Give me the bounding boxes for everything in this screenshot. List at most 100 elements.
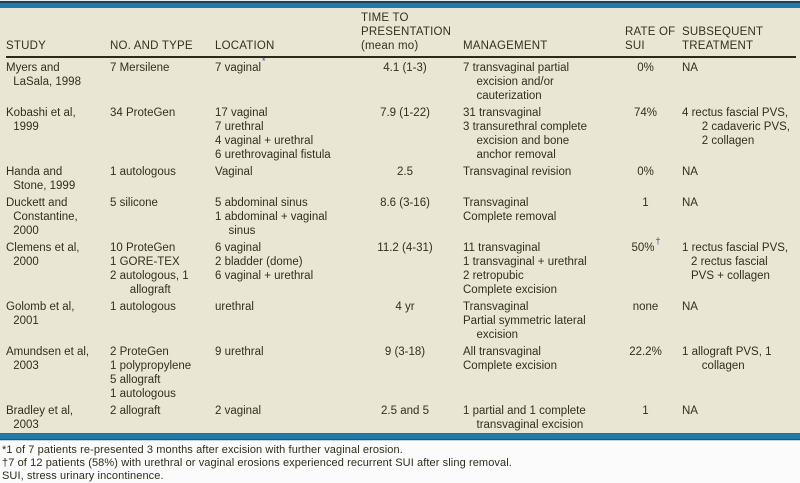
column-header-line: TREATMENT: [682, 39, 796, 53]
cell-line: 0%: [617, 165, 674, 179]
cell-subsequent: NA: [674, 165, 796, 193]
cell-time: 8.6 (3-16): [355, 196, 455, 238]
cell-line: 1 partial and 1 complete: [463, 404, 617, 418]
cell-line-text: none: [632, 301, 659, 313]
cell-line: 2 collagen: [682, 134, 796, 148]
cell-line-text: 2 ProteGen: [110, 346, 169, 358]
cell-line: 7.9 (1-22): [355, 106, 455, 120]
cell-line-text: 2 collagen: [701, 135, 755, 147]
cell-time: 11.2 (4-31): [355, 241, 455, 297]
cell-line: collagen: [682, 359, 796, 373]
cell-study: Duckett and Constantine, 2000: [6, 196, 110, 238]
cell-line: 3 transurethral complete: [463, 120, 617, 134]
cell-line: NA: [682, 165, 796, 179]
cell-study: Handa and Stone, 1999: [6, 165, 110, 193]
cell-line-text: NA: [682, 62, 698, 74]
cell-line: Complete excision: [463, 283, 617, 297]
cell-line-text: 2 bladder (dome): [215, 256, 303, 268]
cell-line-text: 2001: [13, 315, 39, 327]
cell-line: 2 retropubic: [463, 269, 617, 283]
cell-line-text: excision and bone: [476, 135, 570, 147]
cell-line-text: Complete removal: [463, 211, 557, 223]
column-header-line-text: TIME TO: [361, 12, 409, 24]
table-header-row: STUDY NO. AND TYPE LOCATION TIME TO PRESENTA…: [6, 8, 796, 58]
cell-line-text: 1 autologous: [110, 301, 176, 313]
table-body: Myers and LaSala, 1998 7 Mersilene 7 vagina…: [6, 57, 796, 432]
cell-line-text: 1 autologous: [110, 388, 176, 400]
cell-line-text: 10 ProteGen: [110, 242, 176, 254]
cell-line: none: [617, 300, 674, 314]
column-header-line: RATE OF: [625, 25, 676, 39]
cell-line-text: 31 transvaginal: [463, 107, 541, 119]
cell-line-text: 1: [642, 405, 649, 417]
cell-line: 2 cadaveric PVS,: [682, 120, 796, 134]
cell-line: 1 polypropylene: [110, 359, 215, 373]
cell-line: 1: [617, 196, 674, 210]
cell-line-text: PVS + collagen: [691, 270, 770, 282]
cell-time: 2.5 and 5: [355, 404, 455, 432]
column-header-rate: RATE OF SUI: [617, 25, 676, 53]
cell-line-text: 2000: [13, 225, 39, 237]
cell-line-text: Complete excision: [463, 360, 557, 372]
cell-line-text: 6 vaginal: [215, 242, 262, 254]
table-row: Golomb et al, 2001 1 autologous urethral 4 y…: [6, 300, 796, 342]
cell-line: 10 ProteGen: [110, 241, 215, 255]
cell-line: Golomb et al,: [6, 300, 110, 314]
cell-line-text: Duckett and: [6, 197, 68, 209]
cell-line: 7 transvaginal partial: [463, 61, 617, 75]
cell-line: 2 allograft: [110, 404, 215, 418]
cell-rate: 0%: [617, 165, 674, 193]
cell-subsequent: 1 allograft PVS, 1 collagen: [674, 345, 796, 401]
cell-line-text: 1 rectus fascial PVS,: [682, 242, 789, 254]
cell-line: 4 vaginal + urethral: [215, 134, 355, 148]
cell-line-text: 4 yr: [395, 301, 415, 313]
cell-line: sinus: [215, 224, 355, 238]
cell-line-text: allograft: [129, 284, 171, 296]
cell-line-text: 7 Mersilene: [110, 62, 170, 74]
journal-table: STUDY NO. AND TYPE LOCATION TIME TO PRESENTA…: [0, 8, 800, 433]
cell-study: Amundsen et al, 2003: [6, 345, 110, 401]
cell-line-text: Clemens et al,: [6, 242, 80, 254]
cell-line: Stone, 1999: [6, 179, 110, 193]
column-header-line: (mean mo): [361, 39, 455, 53]
column-header-line-text: RATE OF: [625, 26, 676, 38]
cell-line-text: 9 (3-18): [384, 346, 426, 358]
cell-line-text: Transvaginal: [463, 301, 529, 313]
cell-line: 0%: [617, 61, 674, 75]
cell-line: PVS + collagen: [682, 269, 796, 283]
cell-location: urethral: [215, 300, 355, 342]
cell-location: 5 abdominal sinus 1 abdominal + vaginal si…: [215, 196, 355, 238]
cell-line-text: cauterization: [476, 90, 542, 102]
cell-line-text: NA: [682, 405, 698, 417]
cell-line-text: 7.9 (1-22): [380, 107, 430, 119]
cell-line: 4.1 (1-3): [355, 61, 455, 75]
cell-type: 34 ProteGen: [110, 106, 215, 162]
column-header-line-text: STUDY: [6, 40, 46, 52]
column-header-subsequent: SUBSEQUENT TREATMENT: [674, 25, 796, 53]
cell-line-text: urethral: [215, 301, 254, 313]
cell-line-text: 4 vaginal + urethral: [215, 135, 314, 147]
cell-time: 7.9 (1-22): [355, 106, 455, 162]
footnote-line: *1 of 7 patients re-presented 3 months a…: [2, 444, 403, 456]
cell-study: Bradley et al, 2003: [6, 404, 110, 432]
column-header-study: STUDY: [6, 39, 110, 53]
cell-line-text: 4 rectus fascial PVS,: [682, 107, 789, 119]
cell-line-text: 1 allograft PVS, 1: [682, 346, 772, 358]
cell-line: excision and bone: [463, 134, 617, 148]
cell-line: excision: [463, 328, 617, 342]
cell-line: 5 abdominal sinus: [215, 196, 355, 210]
cell-line: 1 autologous: [110, 300, 215, 314]
cell-line-text: Golomb et al,: [6, 301, 75, 313]
cell-line-text: Transvaginal: [463, 197, 529, 209]
cell-subsequent: NA: [674, 404, 796, 432]
cell-rate: 50%†: [617, 237, 674, 297]
column-header-management: MANAGEMENT: [455, 39, 617, 53]
cell-line-text: 0%: [637, 166, 654, 178]
column-header-line: PRESENTATION: [361, 25, 455, 39]
cell-line-text: Amundsen et al,: [6, 346, 90, 358]
table-row: Clemens et al, 2000 10 ProteGen 1 GORE-TEX 2…: [6, 237, 796, 297]
cell-time: 2.5: [355, 165, 455, 193]
cell-line: 1 autologous: [110, 165, 215, 179]
cell-line: 1 transvaginal + urethral: [463, 255, 617, 269]
cell-line-text: 9 urethral: [215, 346, 264, 358]
